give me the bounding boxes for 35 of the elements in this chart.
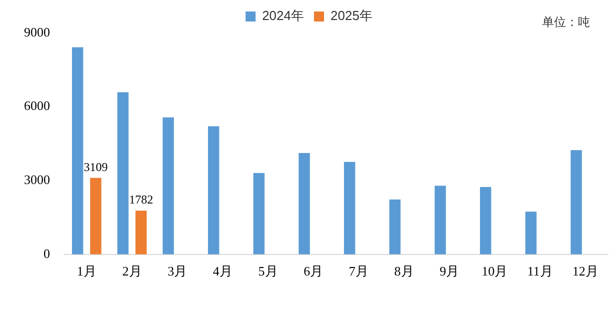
- x-tick-label: 8月: [394, 264, 414, 279]
- bar: [344, 162, 356, 254]
- y-tick-label: 9000: [24, 24, 50, 40]
- bar: [162, 117, 174, 254]
- x-tick-label: 9月: [440, 264, 460, 279]
- x-tick-label: 11月: [527, 264, 553, 279]
- bar: [72, 47, 84, 254]
- bar: [570, 150, 582, 254]
- bar: [298, 153, 310, 254]
- bar: [480, 186, 492, 254]
- data-label: 3109: [84, 160, 108, 174]
- bar: [253, 172, 265, 254]
- text: 单位：吨: [542, 14, 590, 31]
- y-tick-label: 3000: [24, 172, 50, 188]
- legend-label: 2024年: [262, 8, 304, 24]
- bar: [525, 212, 537, 254]
- x-tick-label: 10月: [482, 264, 508, 279]
- bar: [434, 186, 446, 254]
- bar: [90, 178, 102, 254]
- x-tick-label: 1月: [76, 264, 96, 279]
- bar: [208, 126, 220, 254]
- y-tick-label: 6000: [24, 98, 50, 114]
- bar: [135, 210, 147, 254]
- x-tick-label: 3月: [168, 264, 188, 279]
- y-tick-label: 0: [44, 246, 50, 261]
- legend-label: 2025年: [330, 8, 372, 24]
- x-tick-label: 4月: [212, 264, 232, 279]
- x-tick-label: 5月: [258, 264, 278, 279]
- bar: [117, 92, 129, 254]
- x-tick-label: 6月: [304, 264, 324, 279]
- x-tick-label: 12月: [572, 264, 598, 279]
- x-tick-label: 7月: [348, 264, 368, 279]
- x-tick-label: 2月: [122, 264, 142, 279]
- data-label: 1782: [129, 192, 154, 207]
- bar: [389, 200, 401, 254]
